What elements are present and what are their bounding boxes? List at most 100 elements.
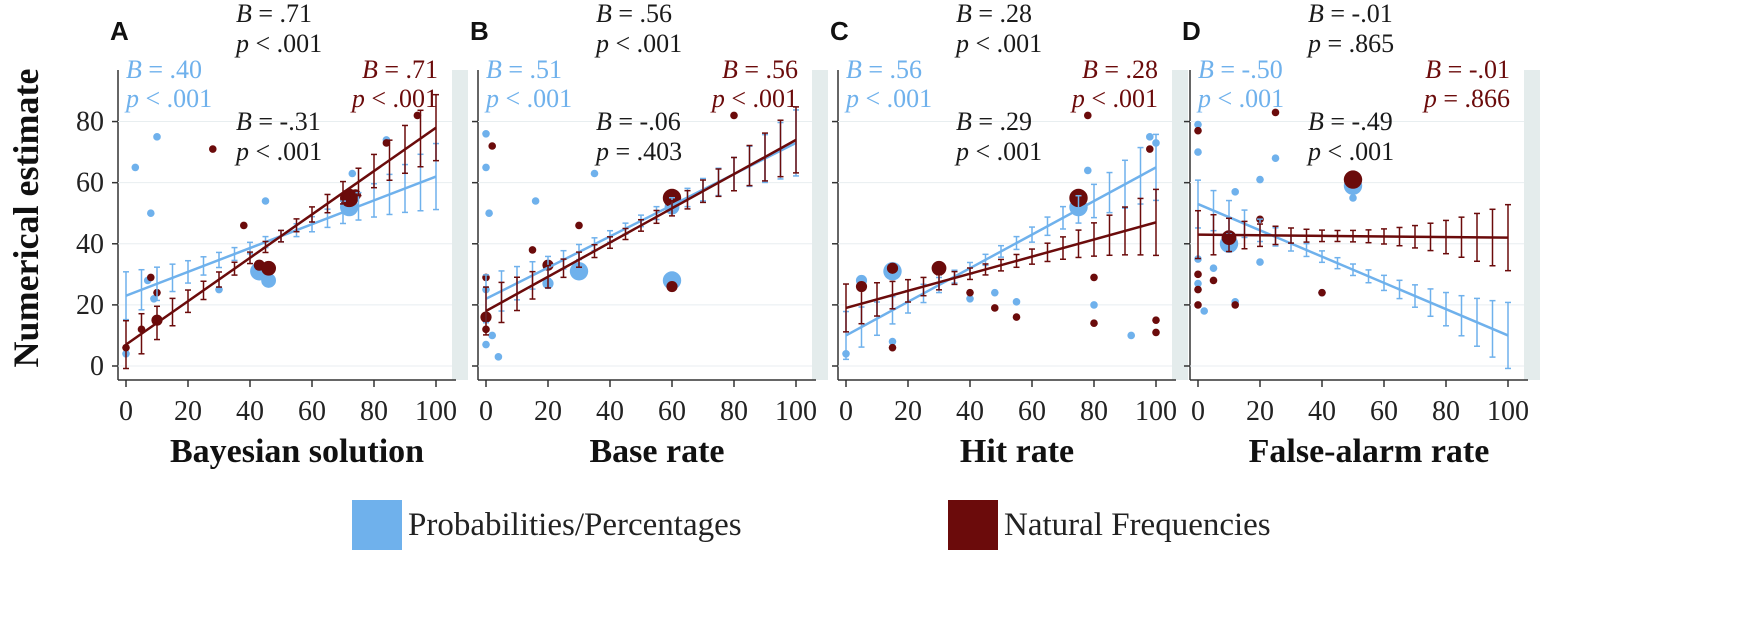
- data-point: [575, 221, 583, 230]
- x-tick-label: 0: [839, 396, 853, 427]
- annotation-mid-b: B = -.31: [236, 107, 321, 136]
- annotation-red-p: p < .001: [710, 84, 798, 113]
- data-point: [1194, 279, 1202, 288]
- annotation-red-p: p = .866: [1422, 84, 1510, 113]
- data-point: [1194, 270, 1202, 279]
- x-tick-label: 60: [1018, 396, 1046, 427]
- data-point: [1318, 288, 1326, 297]
- panel-letter: D: [1182, 16, 1201, 46]
- data-point: [482, 340, 490, 349]
- data-point: [1200, 307, 1208, 315]
- annotation-red-b: B = .56: [722, 55, 798, 84]
- x-tick-label: 40: [1308, 396, 1336, 427]
- data-point: [1084, 166, 1092, 175]
- legend-item-probabilities: Probabilities/Percentages: [352, 500, 742, 550]
- annotation-top-b: B = -.01: [1308, 0, 1393, 28]
- annotation-red-b: B = -.01: [1425, 55, 1510, 84]
- panel-letter: A: [110, 16, 129, 46]
- data-point: [1349, 194, 1357, 202]
- data-point: [1012, 313, 1021, 321]
- data-point: [488, 331, 497, 340]
- plot-side-band: [812, 70, 828, 380]
- data-point: [413, 111, 422, 120]
- data-point: [888, 343, 897, 352]
- x-tick-label: 40: [596, 396, 624, 427]
- data-point: [1256, 175, 1264, 184]
- annotation-top-b: B = .28: [956, 0, 1032, 28]
- data-point: [1084, 111, 1092, 120]
- annotation-blue-p: p < .001: [844, 84, 932, 113]
- data-point: [1194, 126, 1202, 135]
- x-tick-label: 100: [1487, 396, 1529, 427]
- y-tick-label: 40: [76, 229, 104, 260]
- data-point: [147, 209, 155, 218]
- data-point: [147, 273, 155, 282]
- data-point: [482, 129, 490, 138]
- data-point: [348, 169, 357, 178]
- y-tick-label: 20: [76, 290, 104, 321]
- data-point: [991, 288, 999, 297]
- data-point: [488, 142, 497, 150]
- data-point: [494, 353, 503, 361]
- data-point: [931, 260, 947, 276]
- x-tick-label: 0: [1191, 396, 1205, 427]
- annotation-mid-p: p < .001: [234, 137, 322, 166]
- x-axis-label: Bayesian solution: [170, 433, 424, 470]
- data-point: [240, 221, 248, 230]
- annotation-mid-p: p = .403: [594, 137, 682, 166]
- x-tick-label: 20: [534, 396, 562, 427]
- data-point: [1127, 331, 1135, 340]
- y-tick-label: 80: [76, 107, 104, 138]
- data-point: [1152, 328, 1160, 337]
- data-point: [1271, 154, 1280, 163]
- data-point: [1090, 319, 1098, 328]
- annotation-mid-p: p < .001: [954, 137, 1042, 166]
- annotation-blue-b: B = .40: [126, 55, 202, 84]
- data-point: [1194, 285, 1202, 294]
- data-point: [131, 163, 140, 172]
- annotation-red-b: B = .71: [362, 55, 438, 84]
- data-point: [886, 262, 899, 274]
- data-point: [261, 273, 276, 288]
- data-point: [1209, 264, 1218, 273]
- data-point: [1256, 258, 1264, 266]
- data-point: [1231, 188, 1239, 196]
- data-point: [531, 197, 540, 205]
- x-tick-label: 60: [298, 396, 326, 427]
- data-point: [888, 337, 897, 346]
- annotation-blue-p: p < .001: [1196, 84, 1284, 113]
- data-point: [991, 304, 999, 312]
- y-tick-label: 0: [90, 351, 104, 382]
- x-tick-label: 100: [775, 396, 817, 427]
- data-point: [1090, 301, 1098, 309]
- legend-label-natural-frequencies: Natural Frequencies: [1004, 506, 1271, 543]
- annotation-blue-p: p < .001: [484, 84, 572, 113]
- x-tick-label: 80: [720, 396, 748, 427]
- annotation-blue-b: B = .51: [486, 55, 562, 84]
- data-point: [1271, 108, 1280, 117]
- y-axis-label: Numerical estimate: [6, 69, 46, 368]
- x-tick-label: 100: [1135, 396, 1177, 427]
- annotation-top-p: p < .001: [594, 29, 682, 58]
- data-point: [1012, 298, 1021, 306]
- data-point: [666, 280, 678, 293]
- legend-swatch-natural-frequencies: [948, 500, 998, 550]
- data-point: [1343, 170, 1363, 189]
- data-point: [482, 163, 490, 172]
- x-tick-label: 0: [119, 396, 133, 427]
- panel-letter: B: [470, 16, 489, 46]
- data-point: [966, 288, 974, 297]
- annotation-mid-b: B = -.06: [596, 107, 681, 136]
- annotation-mid-b: B = .29: [956, 107, 1032, 136]
- data-point: [261, 197, 270, 205]
- annotation-top-b: B = .56: [596, 0, 672, 28]
- x-tick-label: 80: [360, 396, 388, 427]
- data-point: [1194, 301, 1202, 309]
- x-tick-label: 40: [236, 396, 264, 427]
- x-tick-label: 20: [174, 396, 202, 427]
- data-point: [485, 209, 493, 218]
